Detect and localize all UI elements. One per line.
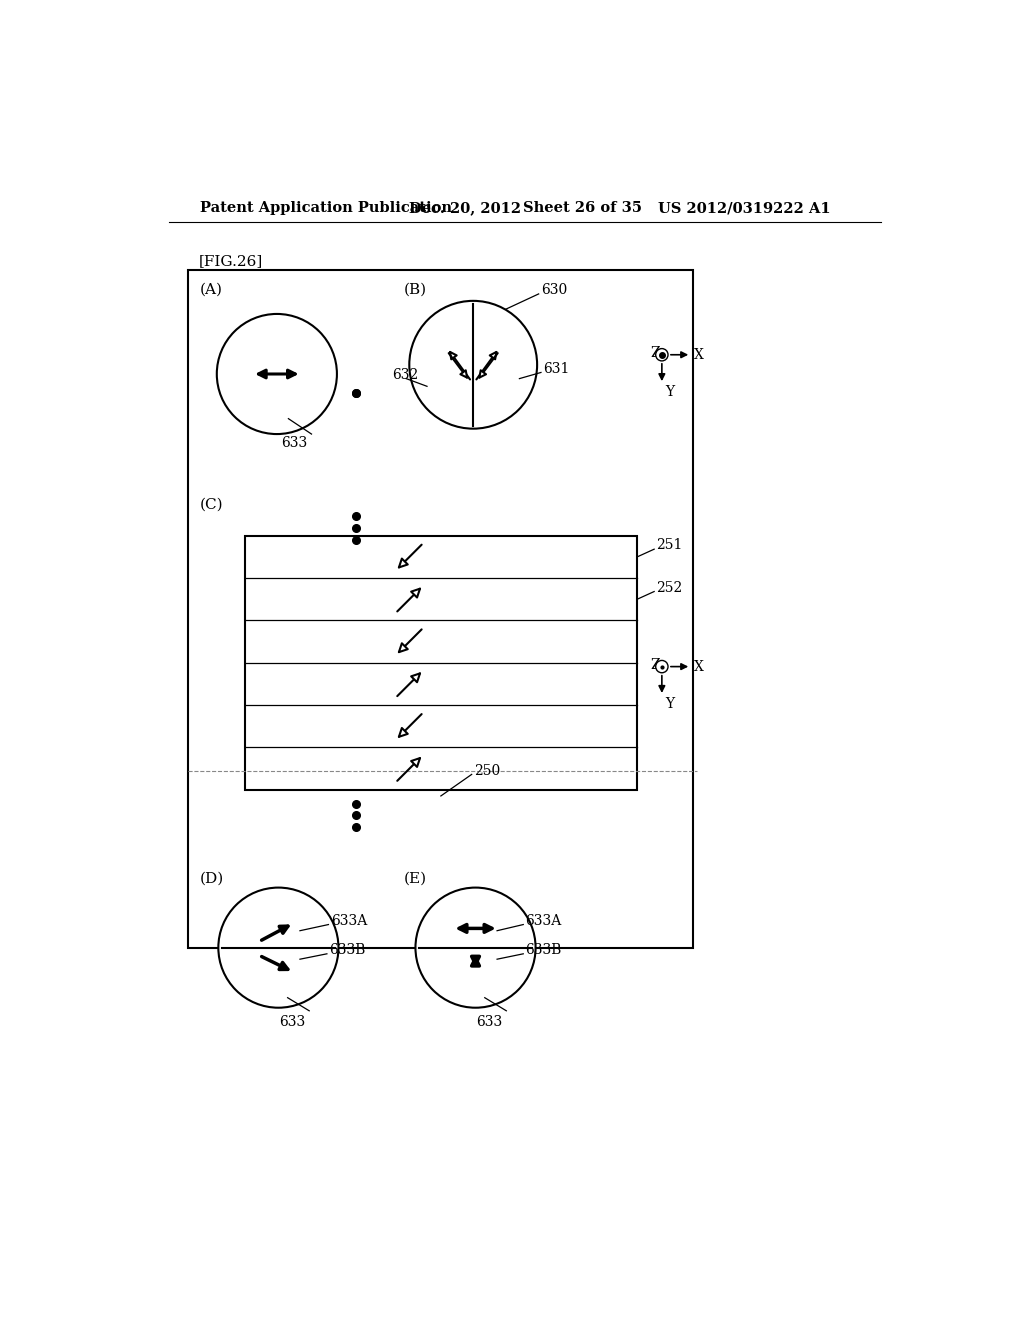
Text: 631: 631 [544,362,569,376]
Text: X: X [694,660,705,673]
Text: (B): (B) [403,282,427,296]
Circle shape [416,887,536,1007]
Circle shape [655,660,668,673]
Text: Sheet 26 of 35: Sheet 26 of 35 [523,202,642,215]
Text: 632: 632 [392,368,419,381]
Text: Dec. 20, 2012: Dec. 20, 2012 [410,202,521,215]
Text: 633B: 633B [330,942,366,957]
Text: (C): (C) [200,498,223,512]
Text: (D): (D) [200,871,224,886]
Text: Z: Z [650,346,659,360]
Circle shape [218,887,339,1007]
Text: 630: 630 [541,282,567,297]
Text: 633: 633 [281,437,307,450]
Text: 633A: 633A [525,913,562,928]
Text: Z: Z [650,659,659,672]
Text: (E): (E) [403,871,427,886]
Text: [FIG.26]: [FIG.26] [199,253,262,268]
Bar [188,271,692,948]
Text: Y: Y [665,384,674,399]
Text: US 2012/0319222 A1: US 2012/0319222 A1 [658,202,830,215]
Text: 252: 252 [656,581,683,595]
Text: Patent Application Publication: Patent Application Publication [200,202,452,215]
Text: 250: 250 [474,763,501,777]
Text: 633: 633 [476,1015,503,1030]
Text: 633: 633 [280,1015,305,1030]
Circle shape [217,314,337,434]
Circle shape [410,301,538,429]
Circle shape [655,348,668,360]
Text: 633A: 633A [331,913,367,928]
Text: X: X [694,347,705,362]
Text: 251: 251 [656,539,683,552]
Text: (A): (A) [200,282,223,296]
Text: 633B: 633B [525,942,562,957]
Bar [245,536,637,789]
Text: Y: Y [665,697,674,710]
